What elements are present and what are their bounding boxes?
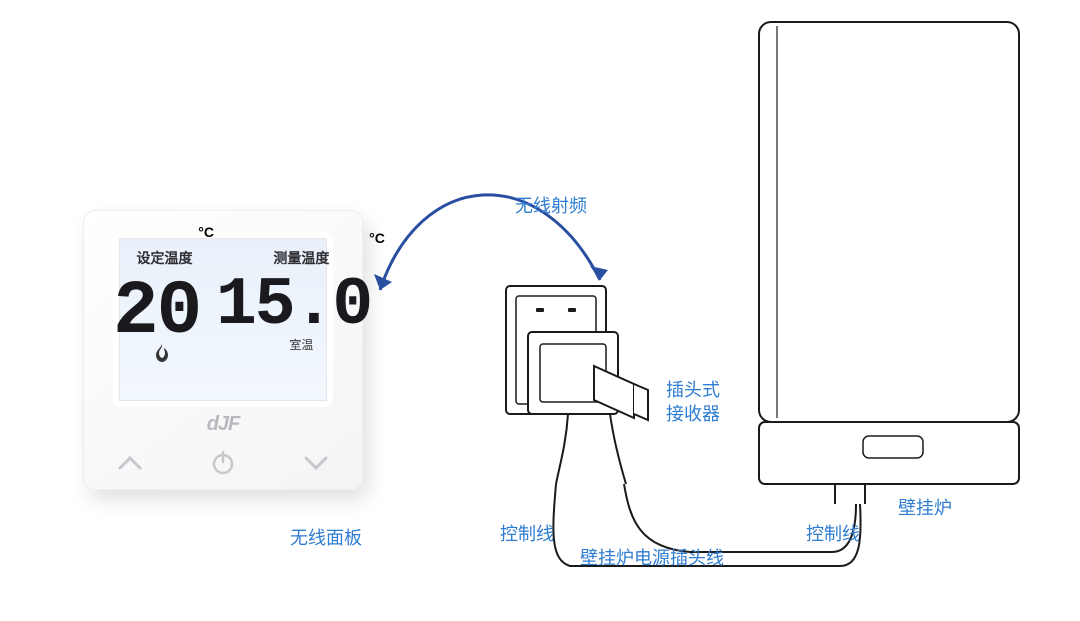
lcd-set-value: 20 [113, 274, 200, 350]
label-rf: 无线射频 [515, 192, 587, 218]
thermostat-panel: 设定温度 20 °C 测量温度 15.0 °C 室温 dJF [83, 210, 363, 490]
lcd-measure-value: 15.0 [216, 272, 371, 340]
lcd-set-label: 设定温度 [136, 248, 192, 268]
up-icon[interactable] [116, 452, 144, 474]
down-icon[interactable] [302, 452, 330, 474]
lcd-measure-label: 测量温度 [273, 248, 329, 268]
brand-logo: dJF [207, 413, 240, 436]
label-control-right: 控制线 [806, 520, 860, 546]
lcd-room-label: 室温 [289, 336, 313, 353]
label-panel: 无线面板 [290, 524, 362, 550]
label-receiver-l2: 接收器 [666, 400, 720, 426]
plug-receiver [498, 274, 678, 474]
label-power-cord: 壁挂炉电源插头线 [580, 544, 724, 570]
lcd-set-col: 设定温度 20 °C [113, 232, 216, 407]
label-boiler: 壁挂炉 [898, 494, 952, 520]
wall-boiler [755, 18, 1023, 488]
label-receiver-l1: 插头式 [666, 376, 720, 402]
flame-icon [155, 344, 169, 367]
thermostat-controls [83, 450, 363, 476]
label-control-left: 控制线 [500, 520, 554, 546]
lcd-set-unit: °C [198, 224, 214, 240]
diagram-canvas: 设定温度 20 °C 测量温度 15.0 °C 室温 dJF [0, 0, 1080, 621]
lcd-screen: 设定温度 20 °C 测量温度 15.0 °C 室温 [113, 232, 333, 407]
power-icon[interactable] [210, 450, 236, 476]
